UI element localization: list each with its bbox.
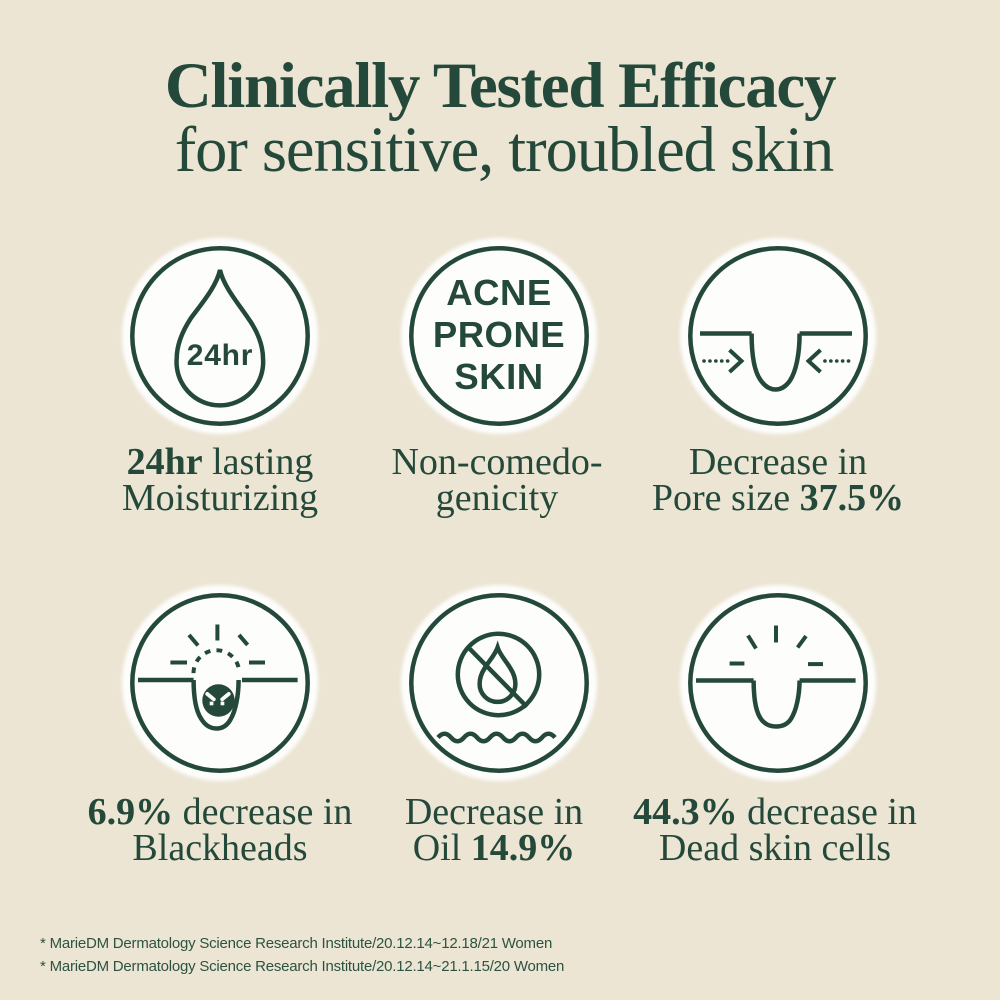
svg-text:24hr: 24hr (187, 339, 254, 372)
svg-text:ACNE: ACNE (446, 272, 551, 313)
svg-text:SKIN: SKIN (454, 356, 543, 397)
svg-text:PRONE: PRONE (433, 314, 565, 355)
